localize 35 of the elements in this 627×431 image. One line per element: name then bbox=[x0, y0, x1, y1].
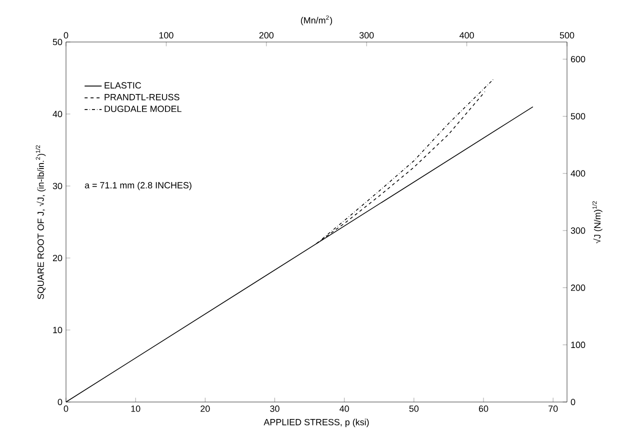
legend-label: DUGDALE MODEL bbox=[104, 106, 182, 112]
y2-tick-label: 400 bbox=[570, 170, 586, 177]
y2-axis-title: √J (N/m)$^{1/2}$ bbox=[592, 201, 602, 244]
y2-tick-label: 100 bbox=[571, 342, 586, 348]
x-axis-title: APPLIED STRESS, p (ksi) bbox=[264, 418, 369, 428]
y-tick-label: 30 bbox=[52, 182, 62, 190]
x-tick-label: 30 bbox=[270, 406, 280, 412]
x2-tick-label: 200 bbox=[259, 32, 274, 38]
y2-tick-label: 0 bbox=[570, 398, 576, 406]
x2-tick-label: 0 bbox=[64, 32, 68, 38]
y-axis-title: SQUARE ROOT OF J, √J, (in-lb/in.$^{2}$)$^{1/2}$ bbox=[36, 145, 46, 300]
x-tick-label: 10 bbox=[131, 406, 140, 412]
x2-tick-label: 500 bbox=[560, 32, 574, 38]
x2-tick-label: 100 bbox=[159, 32, 174, 38]
x-tick-label: 50 bbox=[409, 406, 419, 412]
y2-tick-label: 300 bbox=[570, 227, 586, 234]
annotation: a = 71.1 mm (2.8 INCHES) bbox=[84, 182, 192, 190]
legend-label: PRANDTL-REUSS bbox=[104, 94, 180, 100]
y-tick-label: 0 bbox=[58, 398, 62, 406]
x-tick-label: 70 bbox=[548, 406, 558, 412]
y2-tick-label: 600 bbox=[570, 56, 586, 62]
x-tick-label: 40 bbox=[340, 406, 349, 412]
y-tick-label: 20 bbox=[52, 254, 62, 262]
y2-tick-label: 500 bbox=[570, 113, 586, 120]
x2-tick-label: 400 bbox=[460, 32, 474, 38]
x2-tick-label: 300 bbox=[359, 32, 374, 38]
y-tick-label: 40 bbox=[52, 110, 62, 118]
x-tick-label: 20 bbox=[200, 406, 210, 412]
y-tick-label: 10 bbox=[53, 326, 62, 334]
y-tick-label: 50 bbox=[52, 38, 62, 46]
y2-tick-label: 200 bbox=[570, 284, 586, 291]
x-tick-label: 0 bbox=[64, 406, 68, 412]
x2-axis-title: (Mn/m$^{2}$) bbox=[300, 15, 332, 26]
x-tick-label: 60 bbox=[478, 406, 488, 412]
legend-label: ELASTIC bbox=[104, 82, 142, 89]
